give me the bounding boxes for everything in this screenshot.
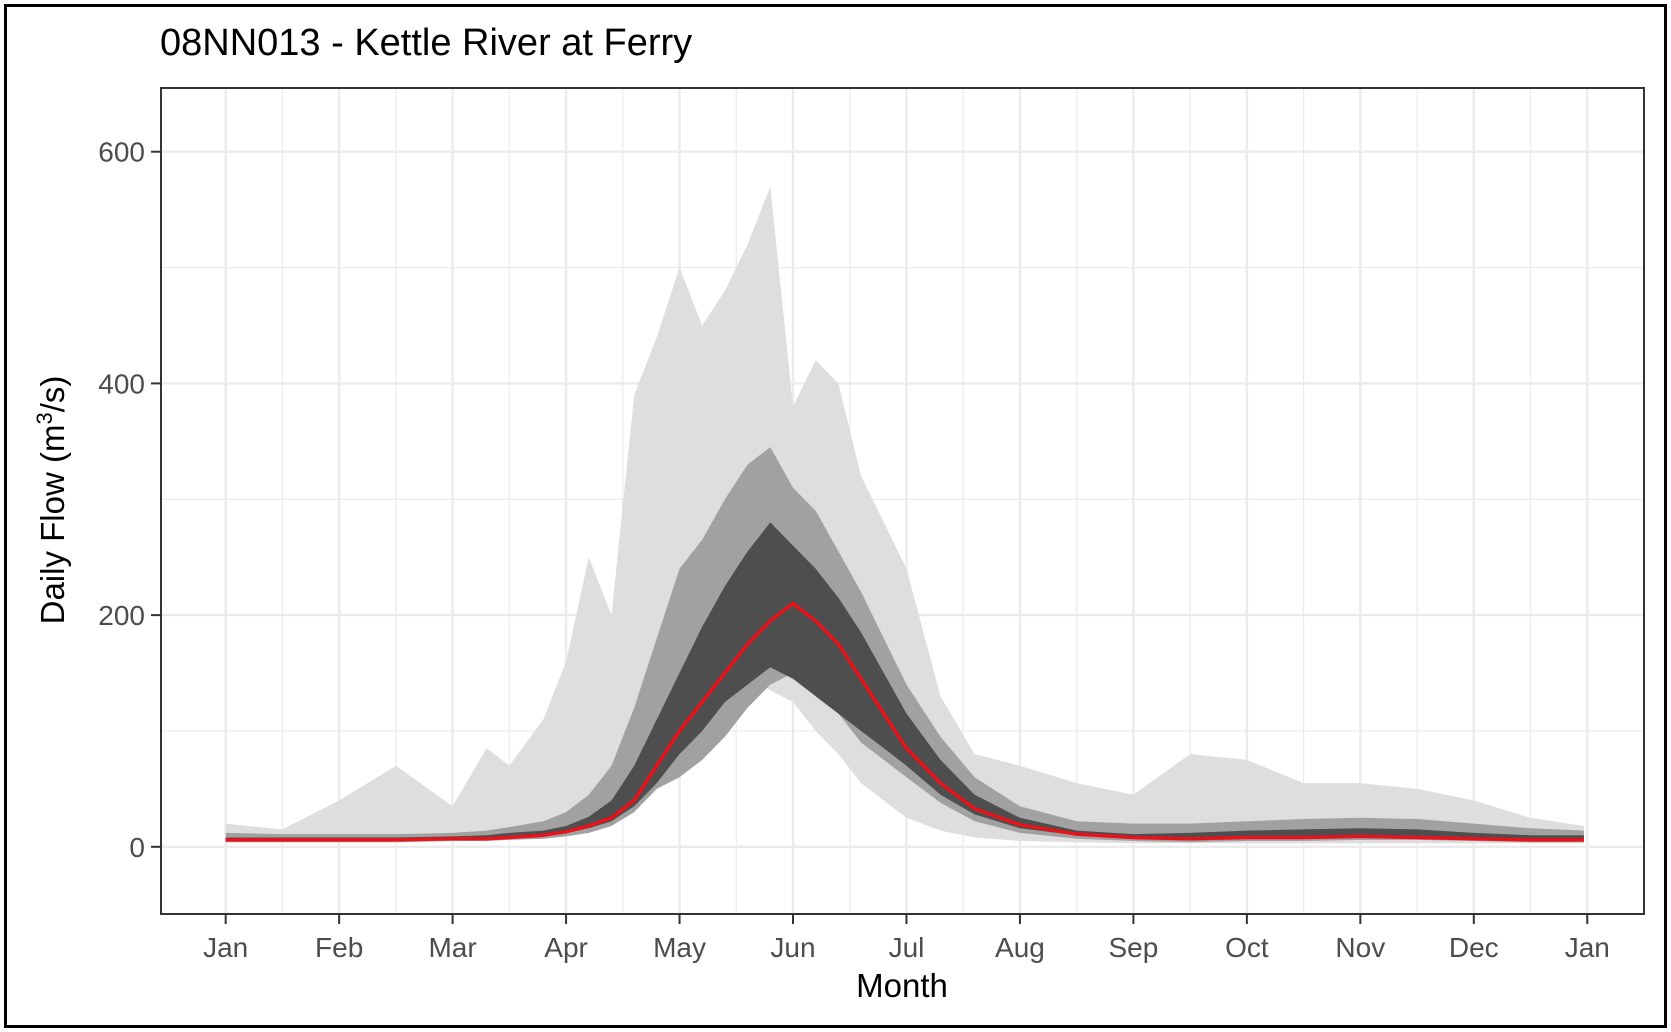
x-tick-label: Jul xyxy=(889,932,925,963)
x-tick-label: May xyxy=(653,932,706,963)
x-tick-label: Aug xyxy=(995,932,1045,963)
x-tick-label: Feb xyxy=(315,932,363,963)
x-axis: Jan Feb Mar Apr May Jun Jul Aug Sep Oct Nov Dec Jan xyxy=(203,914,1610,963)
y-axis-title: Daily Flow (m3/s) xyxy=(32,376,71,625)
x-tick-label: Jun xyxy=(770,932,815,963)
x-axis-title: Month xyxy=(856,967,948,1004)
x-tick-label: Dec xyxy=(1449,932,1499,963)
x-tick-label: Mar xyxy=(428,932,476,963)
y-axis-title-main: Daily Flow (m xyxy=(34,425,71,625)
plot-panel-border xyxy=(160,87,1645,915)
x-tick-label: Sep xyxy=(1108,932,1158,963)
chart-title: 08NN013 - Kettle River at Ferry xyxy=(160,22,692,64)
y-tick-label: 200 xyxy=(98,600,145,631)
x-tick-label: Oct xyxy=(1225,932,1269,963)
band-outer xyxy=(225,186,1584,844)
y-tick-label: 0 xyxy=(129,832,145,863)
median-line xyxy=(225,601,1584,842)
x-tick-label: Nov xyxy=(1335,932,1385,963)
y-axis-title-superscript: 3 xyxy=(32,412,57,424)
x-tick-label: Jan xyxy=(203,932,248,963)
y-axis: 0 200 400 600 xyxy=(98,137,161,863)
y-tick-label: 400 xyxy=(98,368,145,399)
y-axis-title-end: /s) xyxy=(34,376,71,413)
x-tick-label: Jan xyxy=(1565,932,1610,963)
y-tick-label: 600 xyxy=(98,137,145,168)
x-tick-label: Apr xyxy=(544,932,588,963)
